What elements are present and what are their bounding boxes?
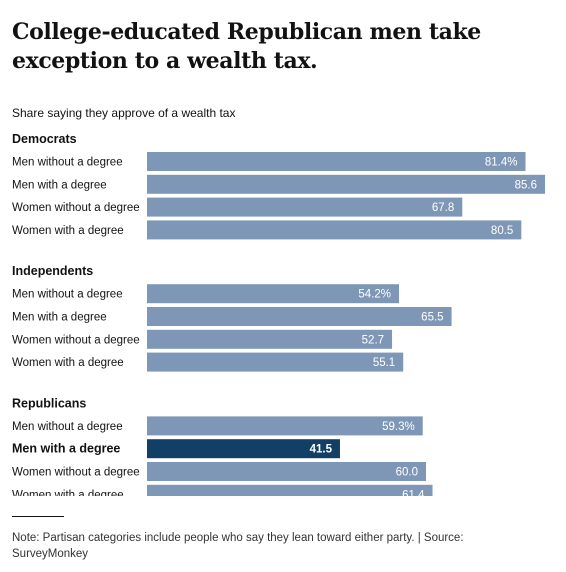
- bar: [147, 220, 522, 240]
- category-label: Men without a degree: [12, 421, 123, 433]
- chart-footnote: Note: Partisan categories include people…: [12, 532, 464, 560]
- data-label: 81.4%: [485, 157, 518, 169]
- data-label: 61.4: [402, 489, 425, 496]
- bar: [147, 174, 546, 194]
- category-label: Men with a degree: [12, 179, 107, 191]
- group-header: Republicans: [12, 396, 86, 410]
- bar: [147, 197, 463, 217]
- chart-subtitle: Share saying they approve of a wealth ta…: [12, 106, 236, 120]
- group-header: Democrats: [12, 132, 77, 146]
- data-label: 67.8: [432, 202, 454, 214]
- bar: [147, 329, 393, 349]
- data-label: 41.5: [310, 444, 333, 456]
- bar: [147, 152, 526, 171]
- data-label: 52.7: [362, 334, 384, 346]
- data-label: 54.2%: [358, 289, 391, 301]
- bar: [147, 352, 404, 372]
- category-label: Women with a degree: [12, 489, 124, 496]
- bar-chart: Democrats Men without a degree 81.4% Men wi…: [12, 132, 546, 496]
- category-label: Men with a degree: [12, 312, 107, 324]
- category-label: Men without a degree: [12, 157, 123, 169]
- category-label: Women without a degree: [12, 467, 140, 479]
- category-label: Women with a degree: [12, 225, 124, 237]
- bar: [147, 416, 423, 436]
- footnote-divider: [12, 516, 64, 517]
- data-label: 55.1: [373, 357, 395, 369]
- data-label: 60.0: [396, 467, 418, 479]
- category-label: Men without a degree: [12, 289, 123, 301]
- bar: [147, 484, 433, 496]
- bar: [147, 462, 426, 481]
- data-label: 80.5: [491, 225, 513, 237]
- group-header: Independents: [12, 264, 93, 278]
- category-label: Women with a degree: [12, 357, 124, 369]
- chart-title: College-educated Republican men take exc…: [12, 19, 481, 74]
- data-label: 85.6: [515, 179, 537, 191]
- category-label: Men with a degree: [12, 442, 120, 456]
- category-label: Women without a degree: [12, 202, 140, 214]
- data-label: 65.5: [421, 312, 443, 324]
- bar: [147, 284, 400, 304]
- data-label: 59.3%: [382, 421, 415, 433]
- bar: [147, 307, 452, 326]
- category-label: Women without a degree: [12, 334, 140, 346]
- bar: [147, 439, 340, 459]
